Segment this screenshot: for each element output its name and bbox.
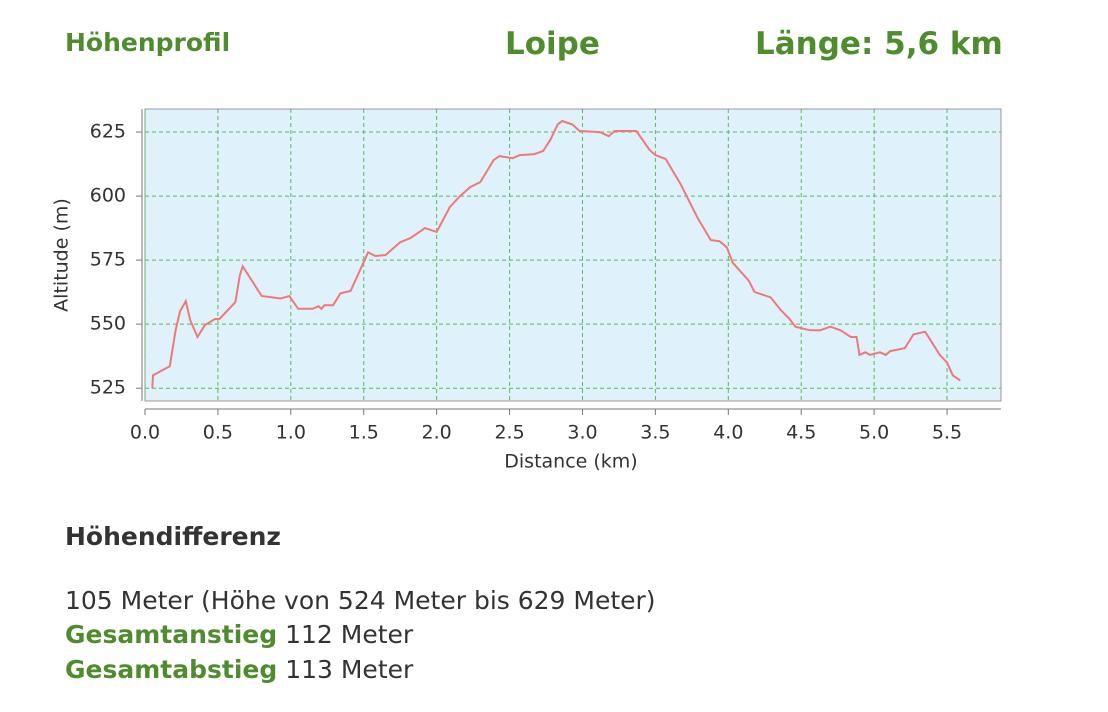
descent: Gesamtabstieg 113 Meter <box>65 655 413 684</box>
ascent: Gesamtanstieg 112 Meter <box>65 620 413 649</box>
y-tick-label: 550 <box>90 313 126 335</box>
x-tick-label: 4.0 <box>713 422 743 444</box>
y-tick-label: 525 <box>90 377 126 399</box>
trail-length: Länge: 5,6 km <box>755 26 1003 62</box>
x-tick-label: 3.5 <box>640 422 670 444</box>
descent-label: Gesamtabstieg <box>65 655 278 684</box>
x-tick-label: 2.0 <box>422 422 452 444</box>
x-tick-label: 5.0 <box>859 422 889 444</box>
y-tick-label: 575 <box>90 249 126 271</box>
x-tick-label: 4.5 <box>786 422 816 444</box>
x-tick-label: 3.0 <box>567 422 597 444</box>
profile-heading: Höhenprofil <box>65 28 231 57</box>
x-tick-label: 2.5 <box>494 422 524 444</box>
x-tick-label: 1.5 <box>349 422 379 444</box>
y-tick-label: 600 <box>90 185 126 207</box>
ascent-label: Gesamtanstieg <box>65 620 278 649</box>
ascent-value: 112 Meter <box>285 620 414 649</box>
x-tick-label: 1.0 <box>276 422 306 444</box>
altitude-range: 105 Meter (Höhe von 524 Meter bis 629 Me… <box>65 586 656 615</box>
x-axis-label: Distance (km) <box>504 451 637 473</box>
x-tick-label: 0.0 <box>130 422 160 444</box>
altitude-line <box>151 119 961 389</box>
x-tick-label: 0.5 <box>203 422 233 444</box>
plot-area <box>144 108 1002 402</box>
y-tick-label: 625 <box>90 121 126 143</box>
chart: Distance (km) Altitude (m) 525 550 575 600 6… <box>51 108 1002 473</box>
descent-value: 113 Meter <box>285 655 414 684</box>
x-tick-label: 5.5 <box>932 422 962 444</box>
summary-title: Höhendifferenz <box>65 522 281 551</box>
y-axis-label: Altitude (m) <box>51 198 73 312</box>
trail-name: Loipe <box>505 26 600 62</box>
